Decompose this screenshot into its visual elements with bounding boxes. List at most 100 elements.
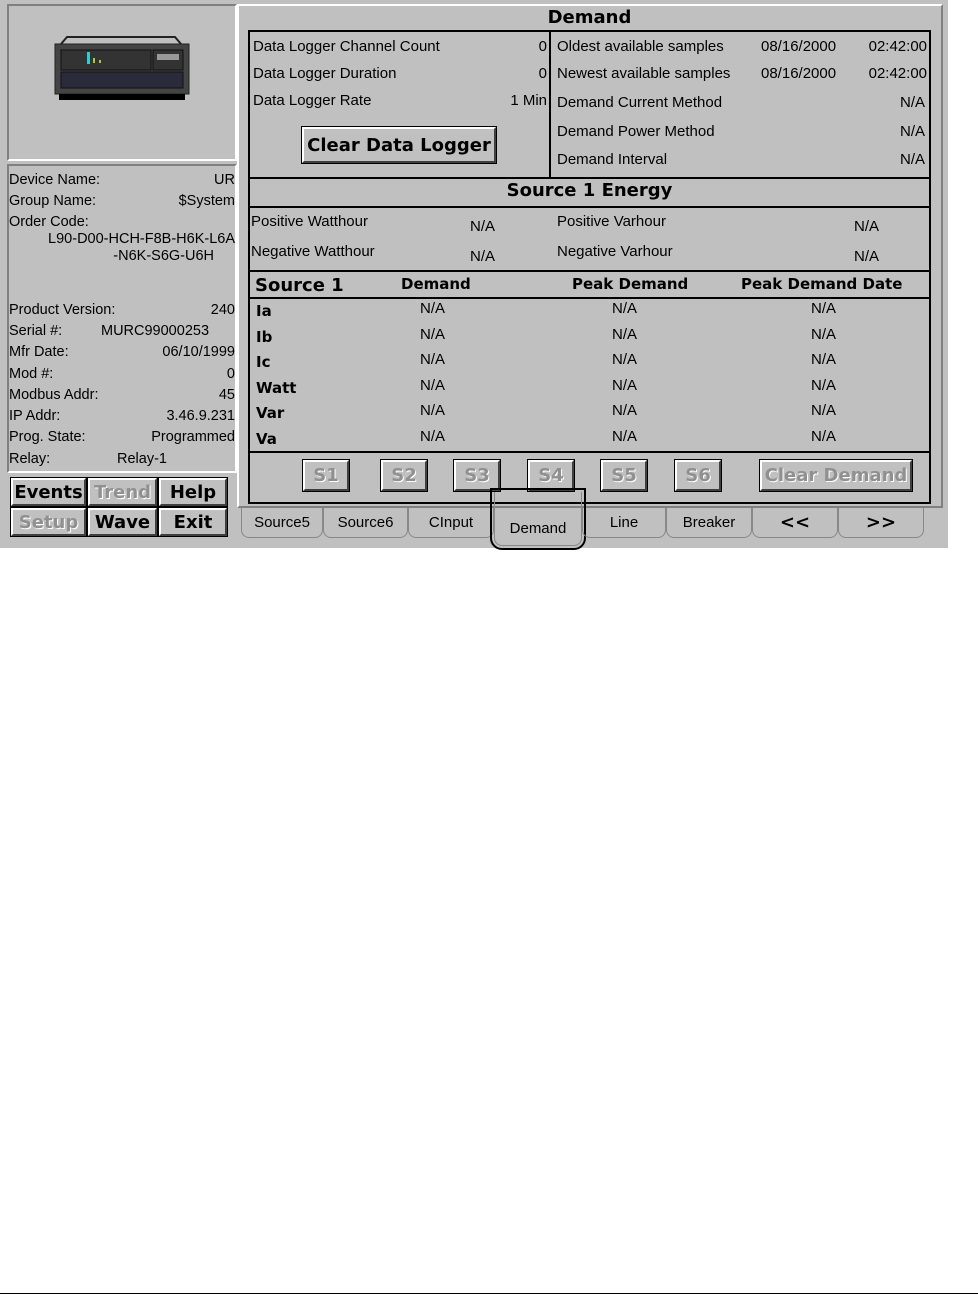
info-label: Serial #: <box>9 323 63 339</box>
tab-demand[interactable]: Demand <box>490 488 586 550</box>
table-row: Ic N/A N/A N/A <box>250 351 929 373</box>
cell-value: N/A <box>420 376 446 394</box>
cell-value: N/A <box>612 376 638 394</box>
tab-source6[interactable]: Source6 <box>323 508 408 538</box>
nav-button-setup[interactable]: Setup <box>10 507 87 537</box>
source-button-s2[interactable]: S2 <box>380 459 428 492</box>
info-value: 240 <box>210 302 235 318</box>
method-value: N/A <box>899 122 925 140</box>
tab-previous[interactable]: << <box>752 508 838 538</box>
table-row: Var N/A N/A N/A <box>250 402 929 424</box>
cell-value: N/A <box>811 351 837 368</box>
logger-value: 1 Min <box>510 92 547 109</box>
info-value: 45 <box>218 387 235 403</box>
energy-value: N/A <box>470 248 496 265</box>
demand-panel <box>237 4 943 508</box>
samples-date: 08/16/2000 <box>761 65 837 82</box>
logger-label: Data Logger Duration <box>253 65 397 82</box>
row-label: Ib <box>256 327 273 346</box>
cell-value: N/A <box>811 325 837 343</box>
nav-button-events[interactable]: Events <box>10 477 87 507</box>
cell-value: N/A <box>811 300 837 317</box>
cell-value: N/A <box>420 300 446 317</box>
logger-value: 0 <box>538 65 547 82</box>
table-header: Source 1 <box>255 275 344 296</box>
relay-demand-window: Device Name: UR Group Name: $System Order Co… <box>0 0 948 550</box>
logger-value: 0 <box>538 38 547 55</box>
cell-value: N/A <box>420 427 446 445</box>
info-label: IP Addr: <box>9 408 61 424</box>
table-row: Watt N/A N/A N/A <box>250 377 929 399</box>
demand-content: Data Logger Channel Count 0 Data Logger Du… <box>248 30 931 504</box>
method-label: Demand Interval <box>557 151 668 168</box>
clear-demand-button[interactable]: Clear Demand <box>759 459 913 492</box>
cell-value: N/A <box>811 402 837 419</box>
source-button-s5[interactable]: S5 <box>600 459 648 492</box>
info-label: Mfr Date: <box>9 344 69 360</box>
cell-value: N/A <box>420 351 446 368</box>
info-label: Modbus Addr: <box>9 387 99 403</box>
cell-value: N/A <box>420 402 446 419</box>
nav-button-help[interactable]: Help <box>158 477 228 507</box>
table-row: Va N/A N/A N/A <box>250 428 929 450</box>
info-label: Order Code: <box>9 214 89 230</box>
cell-value: N/A <box>612 351 638 368</box>
method-label: Demand Power Method <box>557 122 715 140</box>
samples-label: Oldest available samples <box>557 38 724 55</box>
row-label: Watt <box>256 378 297 397</box>
energy-value: N/A <box>470 218 496 235</box>
info-label: Relay: <box>9 451 51 467</box>
cell-value: N/A <box>811 376 837 394</box>
logger-label: Data Logger Rate <box>253 92 372 109</box>
info-label: Prog. State: <box>9 429 86 445</box>
row-label: Va <box>256 429 277 448</box>
source-button-s4[interactable]: S4 <box>527 459 575 492</box>
cell-value: N/A <box>612 300 638 317</box>
nav-button-wave[interactable]: Wave <box>87 507 158 537</box>
tab-breaker[interactable]: Breaker <box>666 508 752 538</box>
energy-label: Positive Varhour <box>557 213 666 230</box>
table-header: Peak Demand <box>572 275 689 293</box>
table-header: Demand <box>401 275 471 293</box>
device-info-box: Device Name: UR Group Name: $System Order Co… <box>7 164 237 473</box>
cell-value: N/A <box>420 325 446 343</box>
samples-time: 02:42:00 <box>868 65 927 82</box>
nav-button-exit[interactable]: Exit <box>158 507 228 537</box>
info-value: UR <box>214 172 235 188</box>
info-label: Group Name: <box>9 193 97 209</box>
nav-button-trend[interactable]: Trend <box>87 477 158 507</box>
info-value: 0 <box>226 366 235 382</box>
energy-label: Positive Watthour <box>251 213 368 230</box>
energy-value: N/A <box>854 248 880 265</box>
energy-title: Source 1 Energy <box>506 180 673 201</box>
method-label: Demand Current Method <box>557 94 723 111</box>
device-image-box <box>7 4 237 161</box>
cell-value: N/A <box>612 402 638 419</box>
logger-label: Data Logger Channel Count <box>253 38 440 55</box>
info-label: Product Version: <box>9 302 116 318</box>
energy-label: Negative Watthour <box>251 243 375 260</box>
cell-value: N/A <box>811 427 837 445</box>
info-label: Mod #: <box>9 366 54 382</box>
table-row: Ia N/A N/A N/A <box>250 300 929 322</box>
panel-title: Demand <box>547 7 632 28</box>
info-label: Device Name: <box>9 172 101 188</box>
energy-value: N/A <box>854 218 880 235</box>
tab-line[interactable]: Line <box>582 508 666 538</box>
clear-data-logger-button[interactable]: Clear Data Logger <box>301 126 497 164</box>
info-value: $System <box>178 193 235 209</box>
source-button-s3[interactable]: S3 <box>453 459 501 492</box>
tab-cinput[interactable]: CInput <box>408 508 494 538</box>
source-button-s6[interactable]: S6 <box>674 459 722 492</box>
order-code-value: L90-D00-HCH-F8B-H6K-L6A <box>48 231 235 247</box>
tab-source5[interactable]: Source5 <box>241 508 323 538</box>
tab-next[interactable]: >> <box>838 508 924 538</box>
table-header: Peak Demand Date <box>741 275 903 293</box>
energy-label: Negative Varhour <box>557 243 673 260</box>
method-value: N/A <box>899 151 925 168</box>
info-value: Relay-1 <box>117 451 167 467</box>
info-value: MURC99000253 <box>101 323 210 339</box>
cell-value: N/A <box>612 427 638 445</box>
source-button-s1[interactable]: S1 <box>302 459 350 492</box>
samples-date: 08/16/2000 <box>761 38 837 55</box>
